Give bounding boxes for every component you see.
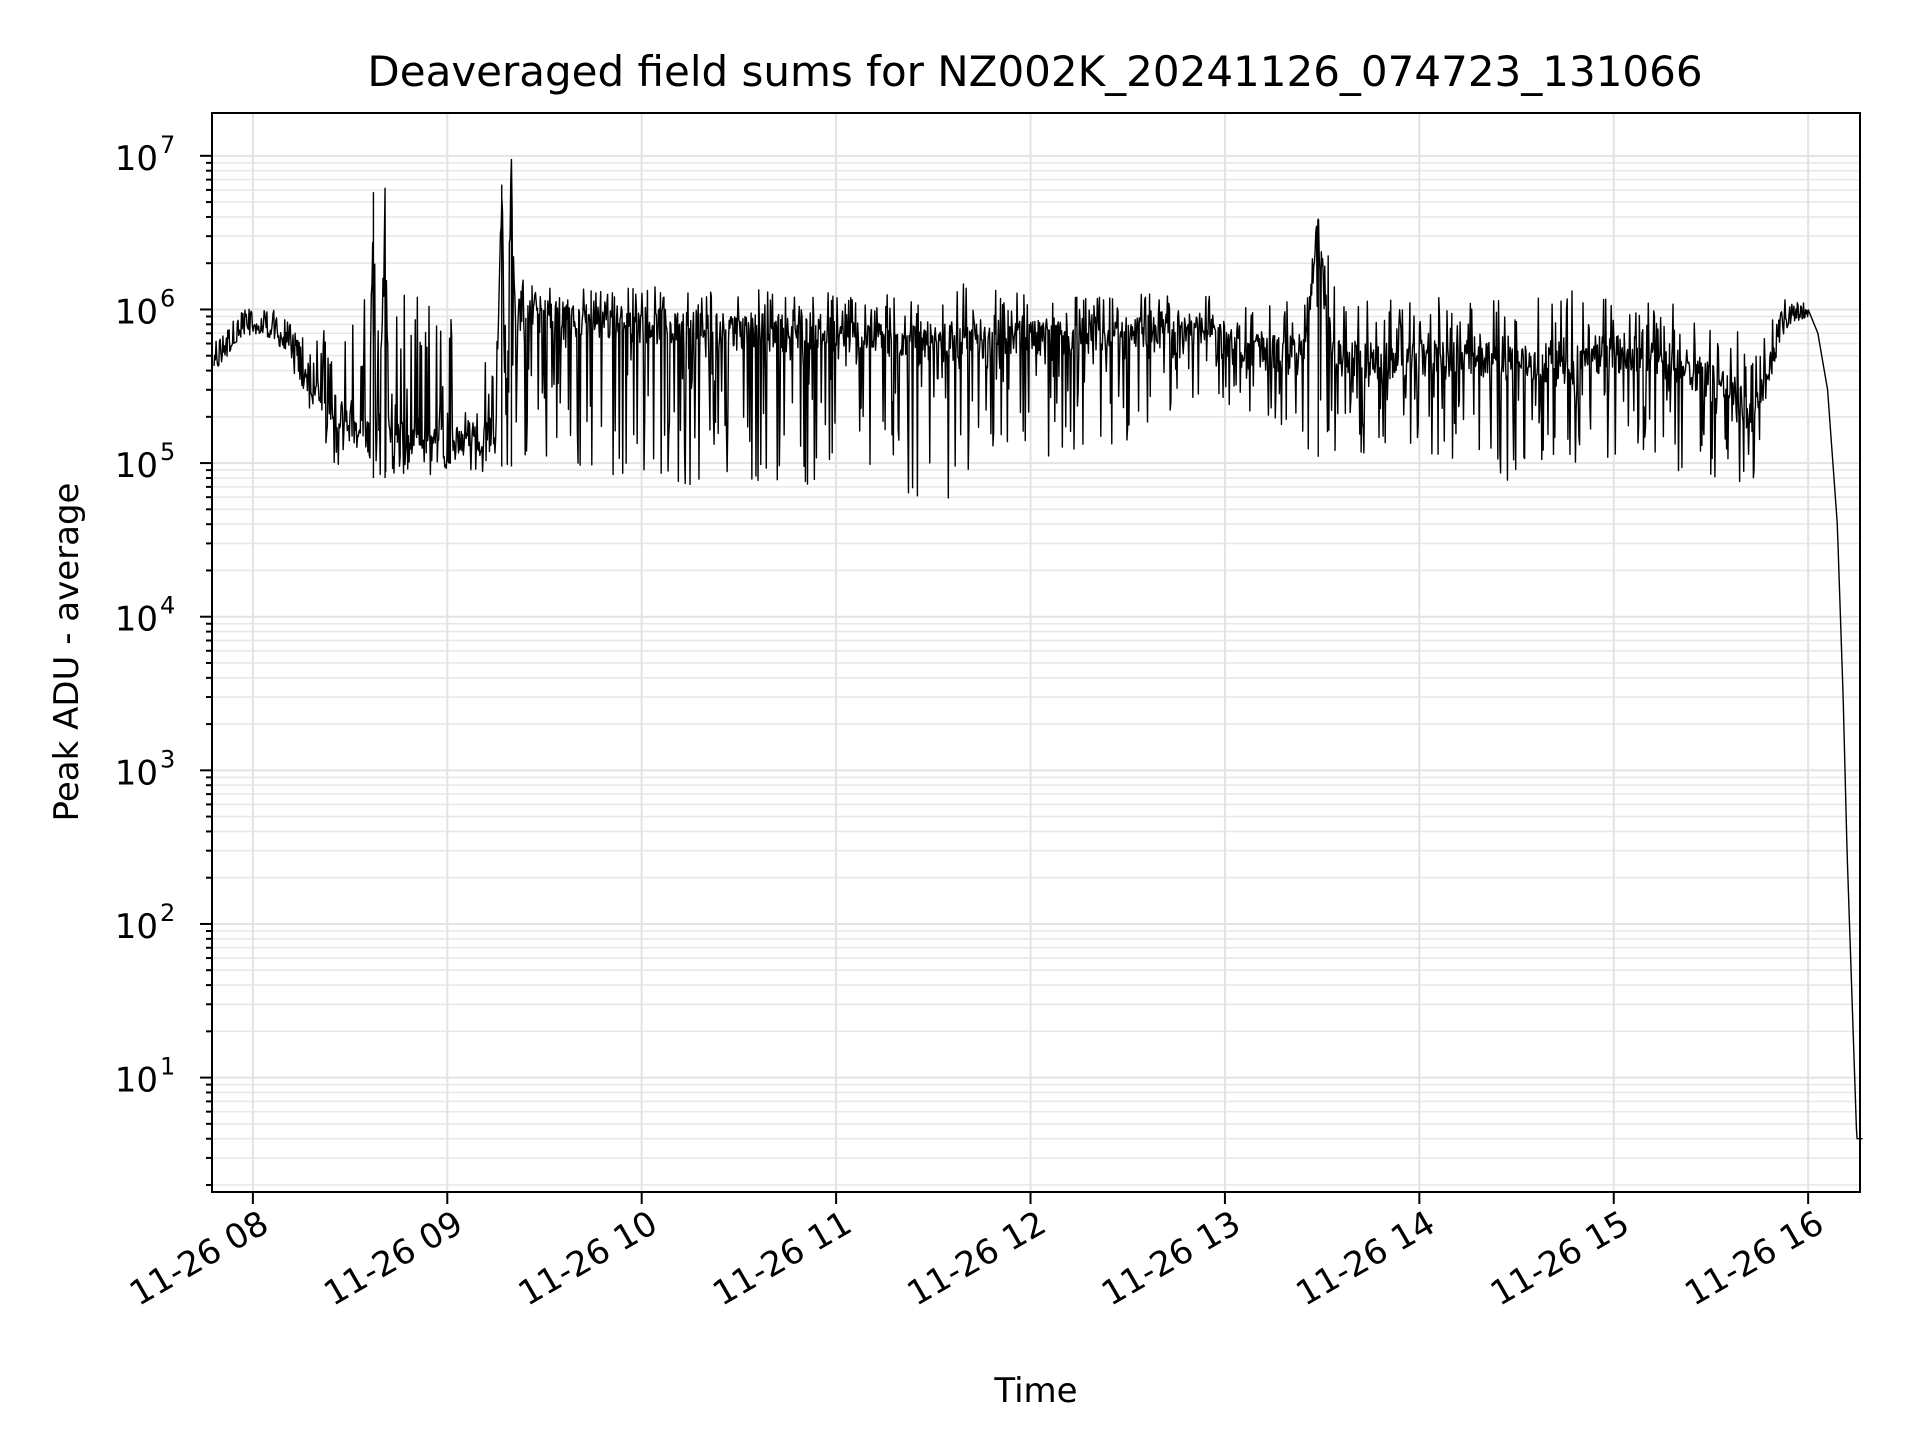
y-tick-label: 101 [115, 1053, 176, 1101]
plot-area-frame [211, 112, 1861, 1193]
y-axis: 101 102 103 104 105 106 107 [115, 131, 212, 1186]
x-tick-label: 11-26 13 [1095, 1203, 1247, 1314]
x-tick-label: 11-26 14 [1289, 1203, 1441, 1314]
x-axis-label: Time [993, 1371, 1077, 1411]
y-tick-label: 105 [115, 438, 176, 486]
x-tick-label: 11-26 10 [512, 1203, 664, 1314]
y-axis-label: Peak ADU - average [47, 483, 87, 822]
x-tick-label: 11-26 16 [1678, 1203, 1830, 1314]
x-axis: 11-26 08 11-26 09 11-26 10 11-26 11 11-26 12… [123, 1192, 1831, 1314]
y-tick-label: 107 [115, 131, 176, 179]
x-tick-label: 11-26 15 [1484, 1203, 1636, 1314]
series-0-line [213, 158, 1863, 1140]
x-tick-label: 11-26 12 [901, 1203, 1053, 1314]
y-tick-label: 102 [115, 899, 176, 947]
chart-title: Deaveraged field sums for NZ002K_2024112… [367, 47, 1702, 96]
x-tick-label: 11-26 09 [317, 1203, 469, 1314]
y-tick-label: 104 [115, 592, 176, 640]
x-tick-label: 11-26 11 [706, 1203, 858, 1314]
y-tick-label: 106 [115, 284, 176, 332]
grid [212, 113, 1860, 1192]
x-tick-label: 11-26 08 [123, 1203, 275, 1314]
y-tick-label: 103 [115, 745, 176, 793]
